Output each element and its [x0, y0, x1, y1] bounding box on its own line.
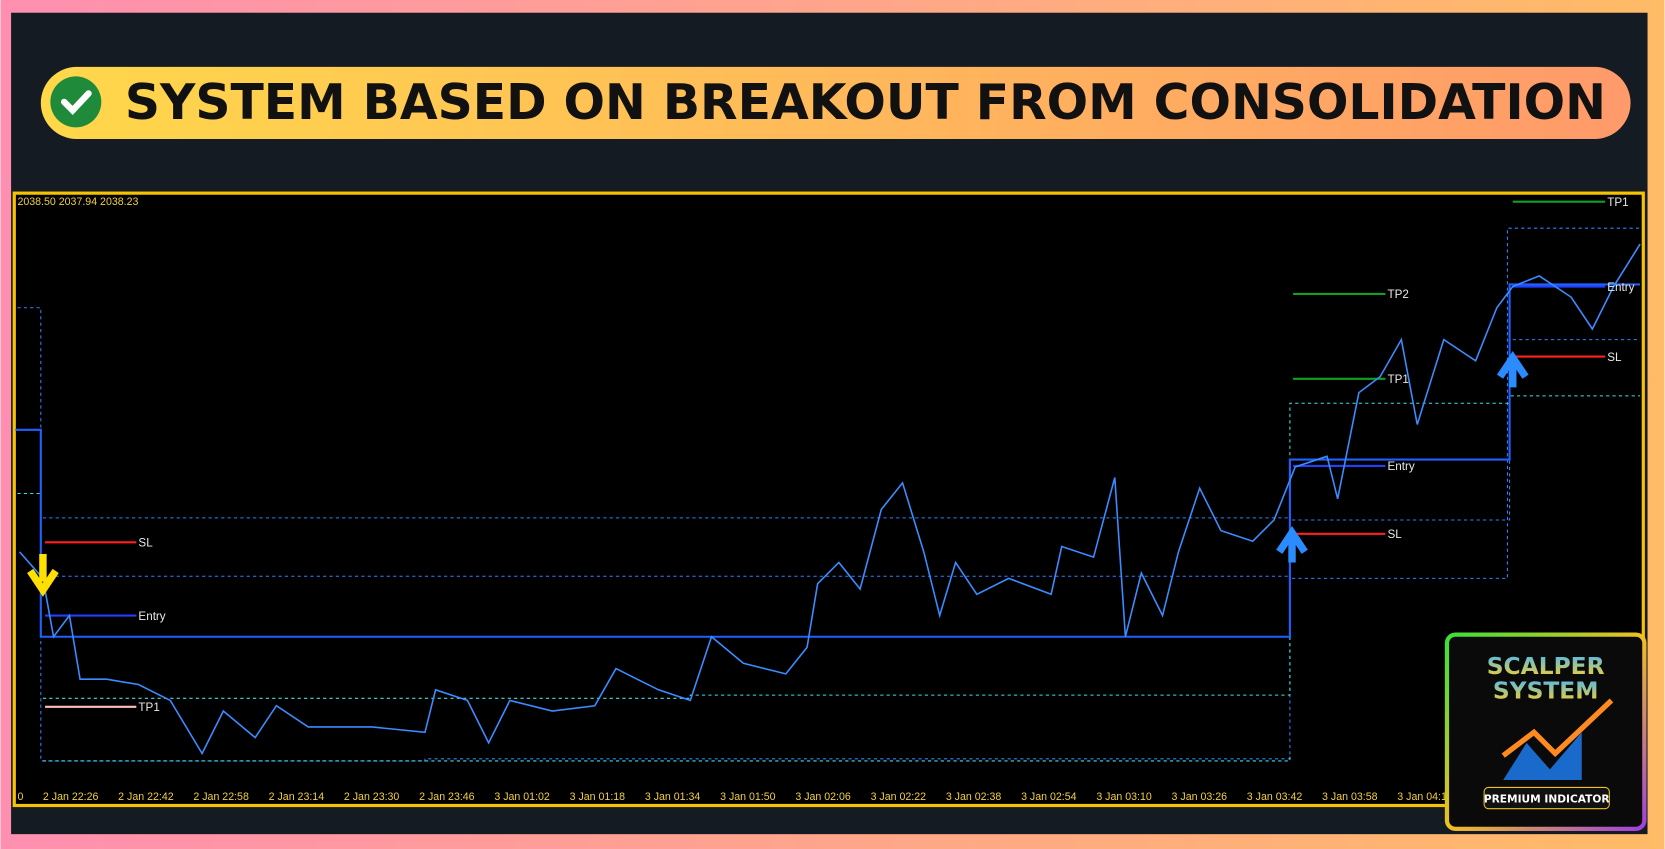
ohlc: 2038.50 2037.94 2038.23	[17, 196, 138, 208]
time-label: 3 Jan 03:26	[1172, 791, 1228, 803]
time-label: 3 Jan 02:06	[795, 791, 851, 803]
trade-label: SL	[1388, 528, 1403, 541]
title-pill	[40, 66, 1631, 140]
time-label: 2 Jan 23:14	[269, 791, 325, 803]
trade-labels: SL Entry TP1 TP2 TP1 Entry SL TP1 Entry …	[138, 196, 1634, 714]
time-label: 2 Jan 23:46	[419, 791, 475, 803]
time-label: 3 Jan 03:58	[1322, 791, 1378, 803]
trade-label: Entry	[1607, 281, 1634, 294]
logo-badge-text: PREMIUM INDICATOR	[1484, 792, 1610, 805]
trade-label: TP2	[1388, 288, 1409, 301]
time-label: 2 Jan 22:42	[118, 791, 174, 803]
time-label: 3 Jan 03:10	[1096, 791, 1152, 803]
buy-arrows	[1276, 350, 1529, 563]
time-label: 3 Jan 02:54	[1021, 791, 1077, 803]
check-icon	[50, 76, 102, 128]
time-label: 3 Jan 01:18	[570, 791, 626, 803]
trade-label: SL	[138, 537, 153, 550]
logo-arrow	[1501, 698, 1614, 758]
sell-arrow	[27, 553, 59, 597]
logo-badge	[1483, 786, 1610, 810]
chart-area	[12, 191, 1645, 808]
trade-label: TP1	[1388, 373, 1409, 386]
time-label: 3 Jan 04:1	[1397, 791, 1447, 803]
time-label: 3 Jan 01:34	[645, 791, 701, 803]
logo-graphic	[1503, 732, 1582, 781]
levels	[45, 200, 1606, 708]
trade-label: TP1	[138, 701, 159, 714]
time-label: 3 Jan 02:38	[946, 791, 1002, 803]
time-label: 2 Jan 22:58	[193, 791, 249, 803]
time-label: 0	[17, 791, 23, 803]
time-label: 3 Jan 02:22	[871, 791, 927, 803]
time-label: 3 Jan 01:02	[494, 791, 550, 803]
trade-label: SL	[1607, 351, 1622, 364]
time-label: 2 Jan 23:30	[344, 791, 400, 803]
logo-line1: SCALPER	[1487, 652, 1605, 680]
time-label: 3 Jan 01:50	[720, 791, 776, 803]
trade-label: Entry	[138, 610, 165, 623]
time-label: 3 Jan 03:42	[1247, 791, 1303, 803]
trade-label: Entry	[1388, 460, 1415, 473]
check-mark	[60, 90, 92, 115]
time-axis: 0 2 Jan 22:26 2 Jan 22:42 2 Jan 22:58 2 Jan …	[17, 791, 1446, 803]
logo	[1444, 632, 1647, 831]
logo-line2: SYSTEM	[1493, 676, 1599, 704]
trade-label: TP1	[1607, 196, 1628, 209]
title: SYSTEM BASED ON BREAKOUT FROM CONSOLIDAT…	[125, 74, 1606, 131]
price-trace	[18, 243, 1641, 756]
time-label: 2 Jan 22:26	[43, 791, 99, 803]
